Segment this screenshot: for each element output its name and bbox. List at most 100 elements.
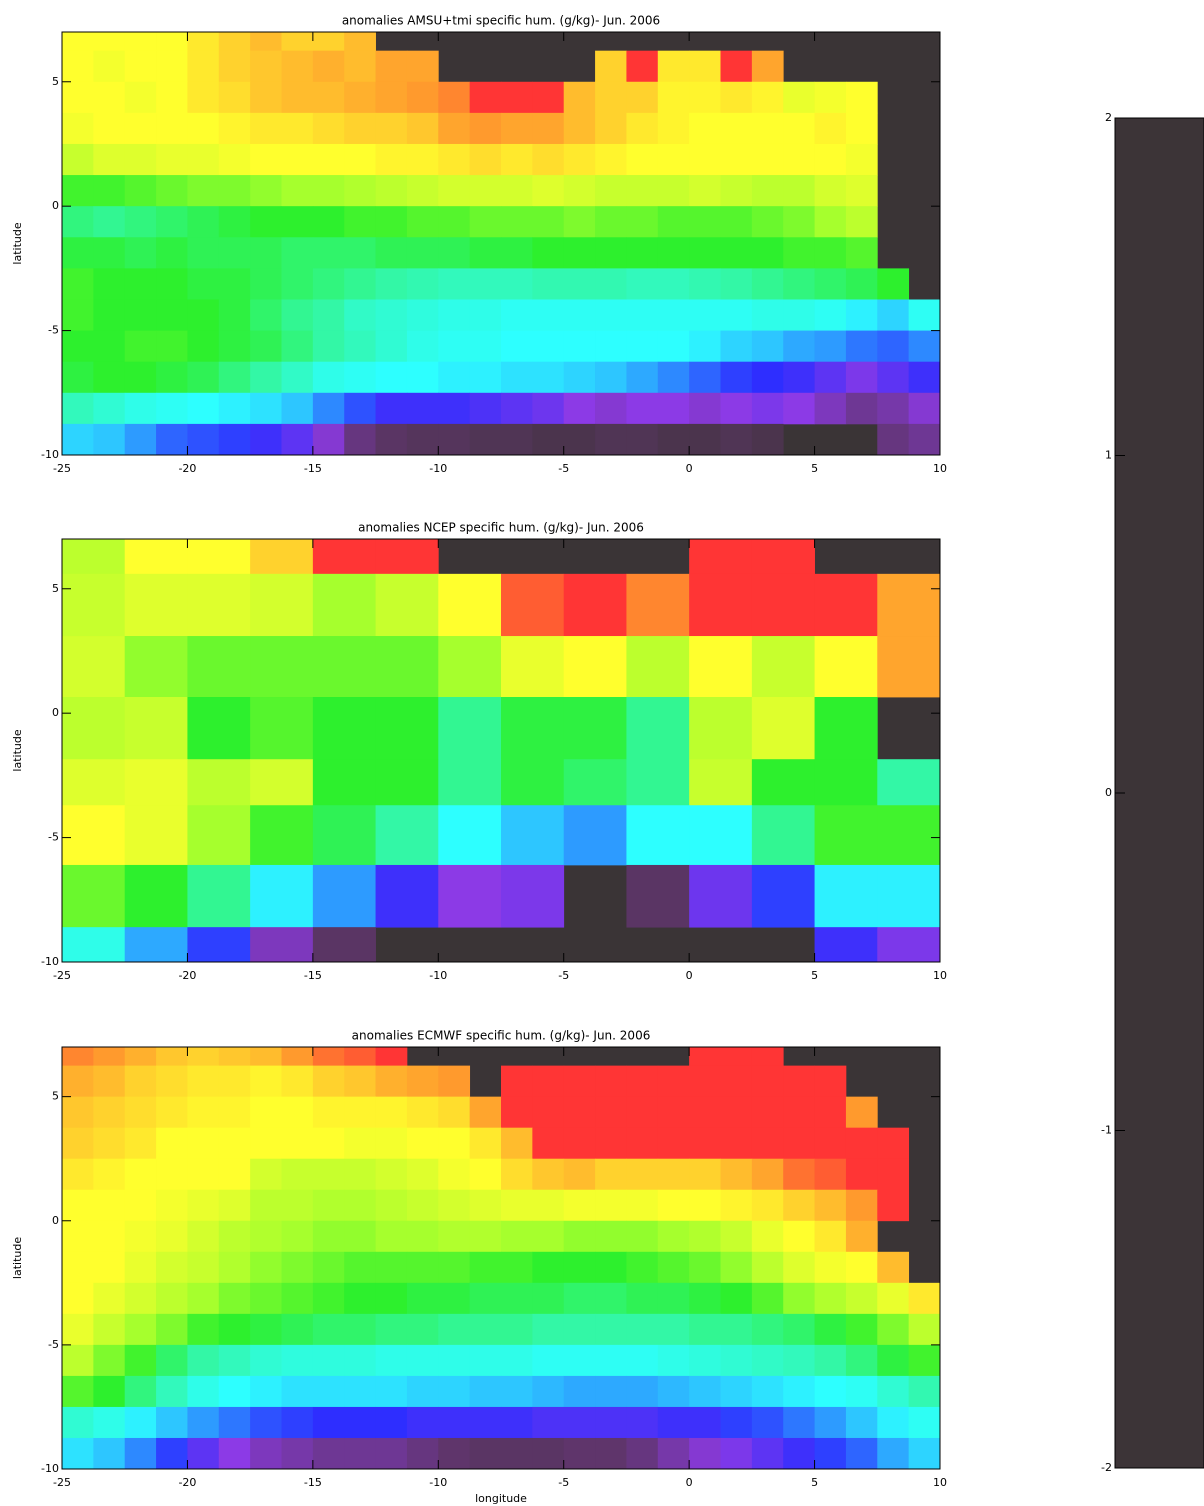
heatmap-cell (563, 1158, 596, 1191)
heatmap-cell (156, 361, 188, 394)
heatmap-cell (783, 81, 815, 114)
heatmap-cell (689, 759, 753, 806)
y-tick-label: -5 (48, 831, 59, 844)
heatmap-cell (657, 237, 690, 269)
heatmap-cell (156, 1375, 188, 1408)
x-tick-label: -20 (178, 462, 196, 475)
heatmap-cell (501, 81, 533, 114)
heatmap-cell (814, 864, 878, 928)
heatmap-cell (375, 81, 408, 114)
heatmap-cell (845, 1158, 878, 1191)
heatmap-cell (720, 1251, 753, 1284)
heatmap-cell (218, 143, 251, 176)
heatmap-cell (689, 237, 721, 269)
heatmap-cell (187, 423, 220, 455)
heatmap-cell (783, 268, 815, 300)
heatmap-cell (751, 392, 784, 425)
heatmap-cell (344, 423, 376, 455)
heatmap-cell (626, 1158, 659, 1191)
heatmap-cell (814, 1127, 847, 1160)
heatmap-cell (312, 1065, 345, 1098)
heatmap-cell (595, 1437, 627, 1469)
heatmap-cell (187, 1096, 220, 1129)
heatmap-cell (218, 361, 251, 394)
heatmap-cell (281, 423, 314, 455)
heatmap-cell (344, 1096, 376, 1129)
heatmap-cell (438, 330, 471, 363)
heatmap-cell (532, 1220, 565, 1253)
heatmap-cell (563, 330, 596, 363)
heatmap-cell (375, 175, 408, 207)
heatmap-cell (124, 392, 157, 425)
heatmap-cell (751, 759, 815, 806)
heatmap-cell (438, 1375, 471, 1408)
heatmap-cell (375, 636, 439, 698)
heatmap-cell (312, 392, 345, 425)
heatmap-cell (751, 864, 815, 928)
heatmap-cell (689, 330, 721, 363)
heatmap-cell (93, 81, 126, 114)
heatmap-cell (751, 330, 784, 363)
heatmap-cell (344, 50, 376, 83)
heatmap-cell (563, 423, 596, 455)
heatmap-cell (344, 237, 376, 269)
heatmap-cell (312, 81, 345, 114)
heatmap-cell (563, 805, 627, 866)
heatmap-cell (62, 237, 94, 269)
heatmap-cell (187, 759, 251, 806)
heatmap-cell (877, 573, 940, 637)
heatmap-cell (563, 1220, 596, 1253)
heatmap-cell (124, 1251, 157, 1284)
heatmap-cell (469, 392, 502, 425)
heatmap-cell (156, 392, 188, 425)
heatmap-cell (501, 1344, 533, 1377)
heatmap-cell (62, 1437, 94, 1469)
heatmap-cell (689, 112, 721, 145)
heatmap-cell (62, 268, 94, 300)
heatmap-cell (124, 1282, 157, 1315)
heatmap-cell (908, 423, 940, 455)
heatmap-cell (845, 1344, 878, 1377)
heatmap-cell (406, 299, 439, 331)
y-tick-label: 0 (52, 1214, 59, 1227)
heatmap-cell (156, 423, 188, 455)
heatmap-cell (751, 1251, 784, 1284)
heatmap-cell (689, 573, 753, 637)
heatmap-cell (438, 573, 502, 637)
heatmap-cell (375, 805, 439, 866)
x-tick-label: 10 (933, 969, 947, 982)
heatmap-cell (689, 1344, 721, 1377)
heatmap-cell (501, 1065, 533, 1098)
heatmap-cell (406, 1251, 439, 1284)
heatmap-cell (375, 1406, 408, 1439)
heatmap-cell (187, 81, 220, 114)
heatmap-cell (751, 1158, 784, 1191)
heatmap-cell (626, 299, 659, 331)
heatmap-cell (783, 392, 815, 425)
heatmap-cell (187, 361, 220, 394)
heatmap-cell (657, 112, 690, 145)
y-tick-label: -5 (48, 324, 59, 337)
heatmap-cell (187, 1375, 220, 1408)
heatmap-cell (783, 1344, 815, 1377)
heatmap-cell (156, 206, 188, 238)
heatmap-cell (312, 1189, 345, 1222)
heatmap-cell (375, 1375, 408, 1408)
heatmap-cell (375, 361, 408, 394)
heatmap-cell (657, 330, 690, 363)
heatmap-cell (689, 1096, 721, 1129)
heatmap-cell (626, 1127, 659, 1160)
heatmap-cell (312, 805, 376, 866)
heatmap-cell (93, 1313, 126, 1346)
heatmap-cell (62, 1344, 94, 1377)
heatmap-cell (406, 1406, 439, 1439)
heatmap-cell (626, 175, 659, 207)
heatmap-cell (156, 50, 188, 83)
x-tick-label: -5 (558, 969, 569, 982)
heatmap-cell (62, 143, 94, 176)
heatmap-cell (626, 805, 690, 866)
x-tick-label: -25 (53, 462, 71, 475)
heatmap-cell (720, 237, 753, 269)
heatmap-cell (720, 143, 753, 176)
heatmap-cell (720, 1189, 753, 1222)
